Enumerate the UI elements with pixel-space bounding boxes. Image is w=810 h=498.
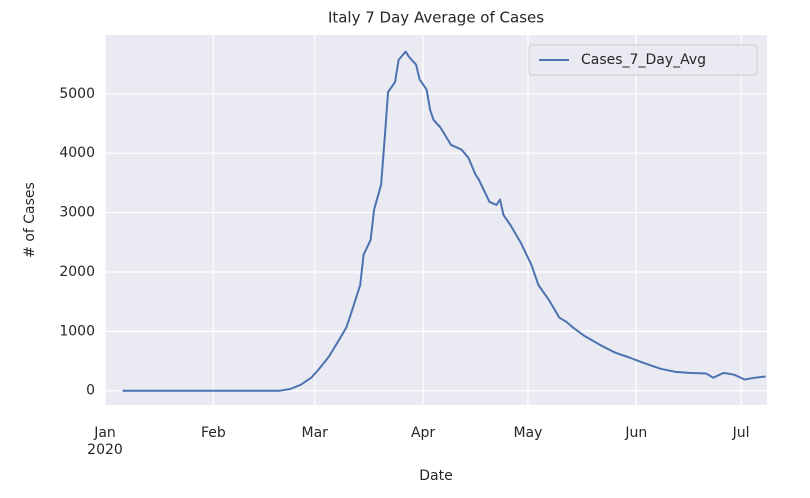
legend-box [528,44,758,76]
y-tick-label: 2000 [59,264,95,280]
y-tick-label: 5000 [59,86,95,102]
x-tick-label: May [513,425,542,441]
y-tick-label: 3000 [59,205,95,221]
y-tick-label: 1000 [59,323,95,339]
x-tick-label: Jul [732,425,750,441]
x-tick-label: Feb [201,425,226,441]
x-axis-label: Date [419,468,452,484]
legend-label: Cases_7_Day_Avg [581,52,706,68]
x-tick-label: Mar [302,425,329,441]
y-tick-label: 0 [86,383,95,399]
x-tick-label: Jun [624,425,647,441]
x-tick-label: Jan 2020 [87,425,123,458]
x-tick-label: Apr [411,425,435,441]
plot-area [105,35,767,405]
y-axis-label: # of Cases [22,182,38,258]
y-tick-label: 4000 [59,145,95,161]
chart-title: Italy 7 Day Average of Cases [328,9,544,27]
data-line [122,50,766,392]
